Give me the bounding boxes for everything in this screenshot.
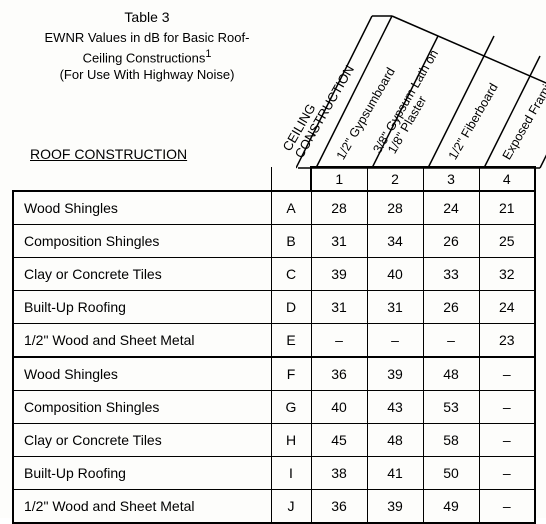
table-row: Clay or Concrete TilesH454858– <box>13 424 535 457</box>
value-cell: 38 <box>311 457 367 490</box>
value-cell: 31 <box>367 291 423 324</box>
row-letter: C <box>271 258 311 291</box>
diagonal-headers: CEILINGCONSTRUCTION 1/2" Gypsumboard 3/8… <box>296 4 546 166</box>
col-number: 1 <box>311 167 367 191</box>
row-letter: D <box>271 291 311 324</box>
value-cell: – <box>479 391 535 424</box>
value-cell: 36 <box>311 357 367 391</box>
table-title-line3: (For Use With Highway Noise) <box>12 67 282 84</box>
page: { "type": "table", "table_number": "Tabl… <box>0 0 546 518</box>
value-cell: 21 <box>479 191 535 225</box>
table-row: Built-Up RoofingD31312624 <box>13 291 535 324</box>
value-cell: 40 <box>311 391 367 424</box>
value-cell: 39 <box>311 258 367 291</box>
value-cell: 31 <box>311 291 367 324</box>
col-number: 2 <box>367 167 423 191</box>
col-number: 3 <box>423 167 479 191</box>
roof-name: 1/2" Wood and Sheet Metal <box>13 324 271 358</box>
roof-name: Built-Up Roofing <box>13 457 271 490</box>
value-cell: 48 <box>367 424 423 457</box>
value-cell: – <box>479 424 535 457</box>
col-number: 4 <box>479 167 535 191</box>
table-row: Wood ShinglesF363948– <box>13 357 535 391</box>
value-cell: – <box>479 490 535 524</box>
value-cell: 36 <box>311 490 367 524</box>
roof-name: Clay or Concrete Tiles <box>13 258 271 291</box>
roof-name: Wood Shingles <box>13 191 271 225</box>
table-row: Clay or Concrete TilesC39403332 <box>13 258 535 291</box>
value-cell: – <box>423 324 479 358</box>
value-cell: – <box>311 324 367 358</box>
value-cell: 25 <box>479 225 535 258</box>
value-cell: 24 <box>423 191 479 225</box>
table-row: Composition ShinglesB31342625 <box>13 225 535 258</box>
row-letter: E <box>271 324 311 358</box>
value-cell: 49 <box>423 490 479 524</box>
value-cell: 50 <box>423 457 479 490</box>
value-cell: 43 <box>367 391 423 424</box>
value-cell: 34 <box>367 225 423 258</box>
row-letter: H <box>271 424 311 457</box>
table-title-line1: EWNR Values in dB for Basic Roof- <box>12 30 282 47</box>
row-letter: G <box>271 391 311 424</box>
value-cell: 31 <box>311 225 367 258</box>
value-cell: – <box>479 357 535 391</box>
table-number: Table 3 <box>12 8 282 26</box>
roof-name: 1/2" Wood and Sheet Metal <box>13 490 271 524</box>
roof-name: Clay or Concrete Tiles <box>13 424 271 457</box>
value-cell: 28 <box>367 191 423 225</box>
table-row: Wood ShinglesA28282421 <box>13 191 535 225</box>
table-row: Built-Up RoofingI384150– <box>13 457 535 490</box>
row-letter: I <box>271 457 311 490</box>
value-cell: 32 <box>479 258 535 291</box>
value-cell: 58 <box>423 424 479 457</box>
table-title-line2: Ceiling Constructions1 <box>12 47 282 67</box>
value-cell: 39 <box>367 357 423 391</box>
value-cell: 41 <box>367 457 423 490</box>
value-cell: 48 <box>423 357 479 391</box>
ewnr-table: 1234Wood ShinglesA28282421Composition Sh… <box>12 166 536 524</box>
value-cell: 28 <box>311 191 367 225</box>
table-row: 1/2" Wood and Sheet MetalJ363949– <box>13 490 535 524</box>
value-cell: 23 <box>479 324 535 358</box>
value-cell: – <box>367 324 423 358</box>
value-cell: – <box>479 457 535 490</box>
roof-name: Wood Shingles <box>13 357 271 391</box>
row-letter: F <box>271 357 311 391</box>
value-cell: 40 <box>367 258 423 291</box>
row-letter: B <box>271 225 311 258</box>
roof-name: Composition Shingles <box>13 225 271 258</box>
value-cell: 45 <box>311 424 367 457</box>
value-cell: 39 <box>367 490 423 524</box>
row-letter: A <box>271 191 311 225</box>
table-row: Composition ShinglesG404353– <box>13 391 535 424</box>
row-letter: J <box>271 490 311 524</box>
table-header-block: Table 3 EWNR Values in dB for Basic Roof… <box>12 8 282 84</box>
value-cell: 33 <box>423 258 479 291</box>
value-cell: 26 <box>423 225 479 258</box>
table-row: 1/2" Wood and Sheet MetalE–––23 <box>13 324 535 358</box>
roof-name: Composition Shingles <box>13 391 271 424</box>
value-cell: 53 <box>423 391 479 424</box>
roof-name: Built-Up Roofing <box>13 291 271 324</box>
value-cell: 24 <box>479 291 535 324</box>
value-cell: 26 <box>423 291 479 324</box>
